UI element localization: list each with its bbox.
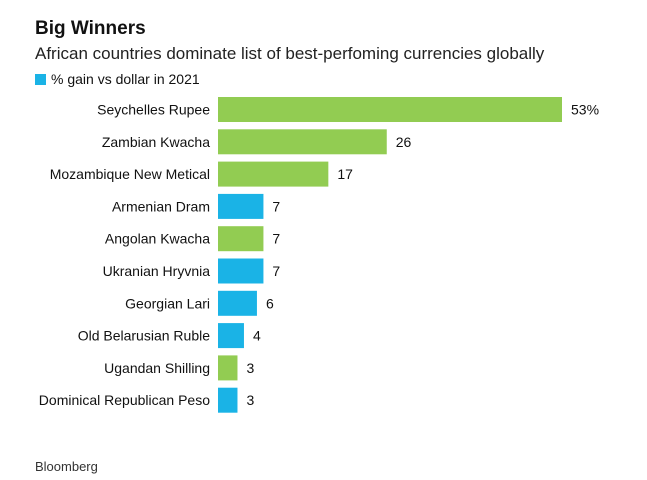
value-label: 6 [266,295,274,311]
value-label: 7 [272,198,280,214]
value-label: 3 [246,392,254,408]
bar-angolan-kwacha [218,226,264,252]
bar-seychelles-rupee [218,97,562,122]
bar-ugandan-shilling [218,355,238,381]
category-label: Ukranian Hryvnia [103,263,211,279]
bar-armenian-dram [218,193,264,219]
value-label: 7 [272,231,280,247]
legend: % gain vs dollar in 2021 [35,71,200,87]
category-label: Ugandan Shilling [104,360,210,376]
category-label: Georgian Lari [125,295,210,311]
value-label: 4 [253,328,261,344]
chart-subtitle: African countries dominate list of best-… [35,44,545,63]
bar-old-belarusian-ruble [218,323,244,349]
value-label: 53% [571,102,599,118]
legend-swatch [35,73,46,85]
chart-title: Big Winners [35,18,146,39]
value-label: 3 [246,360,254,376]
category-label: Seychelles Rupee [97,102,210,118]
source-label: Bloomberg [35,459,98,474]
bar-dominical-republican-peso [218,387,238,413]
bar-zambian-kwacha [218,129,387,155]
bar-ukranian-hryvnia [218,258,264,284]
category-label: Mozambique New Metical [50,166,210,182]
category-label: Angolan Kwacha [105,231,210,247]
value-label: 7 [272,263,280,279]
value-label: 17 [337,166,353,182]
category-label: Dominical Republican Peso [39,392,210,408]
category-label: Armenian Dram [112,198,210,214]
bar-georgian-lari [218,290,257,316]
value-label: 26 [396,134,412,150]
category-label: Zambian Kwacha [102,134,210,150]
legend-label: % gain vs dollar in 2021 [51,71,200,87]
category-label: Old Belarusian Ruble [78,328,211,344]
bar-mozambique-new-metical [218,161,329,187]
